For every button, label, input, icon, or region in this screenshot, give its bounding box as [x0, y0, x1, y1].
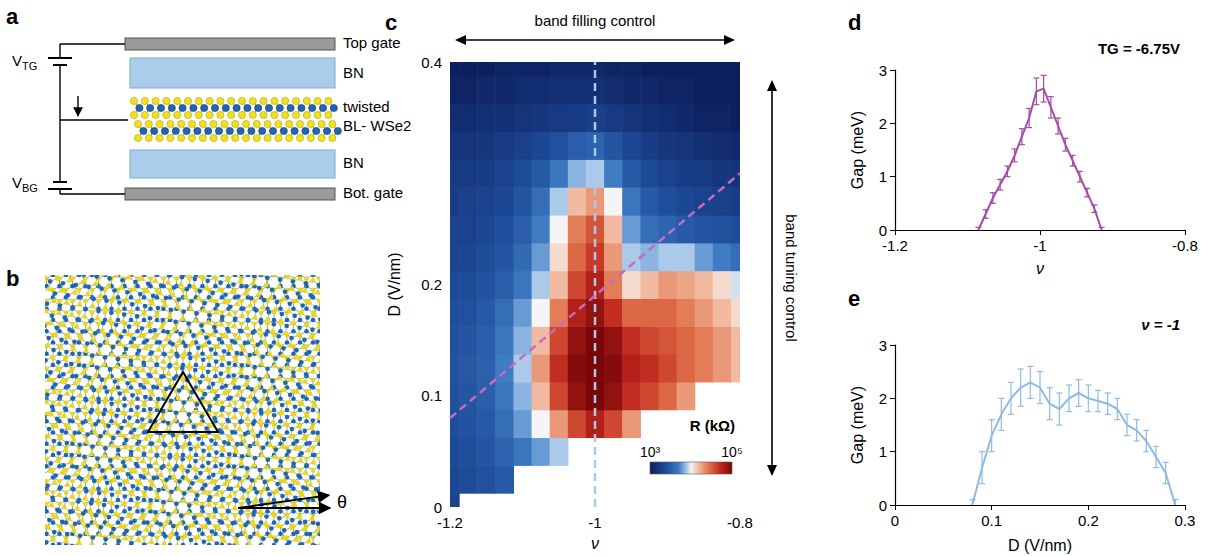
svg-text:BL- WSe2: BL- WSe2 [343, 117, 411, 134]
svg-text:0.3: 0.3 [1175, 512, 1196, 529]
svg-text:0.2: 0.2 [421, 276, 442, 293]
svg-text:-1.2: -1.2 [437, 514, 463, 531]
svg-text:-1: -1 [1033, 237, 1046, 254]
svg-text:0: 0 [879, 497, 887, 514]
svg-text:band tuning control: band tuning control [783, 214, 800, 342]
svg-text:ν: ν [1036, 260, 1044, 277]
svg-text:VBG: VBG [12, 174, 38, 194]
svg-text:d: d [848, 10, 861, 35]
svg-text:-0.8: -0.8 [1172, 237, 1198, 254]
svg-text:ν: ν [591, 535, 599, 552]
svg-text:R (kΩ): R (kΩ) [690, 417, 735, 434]
svg-text:θ: θ [337, 492, 347, 512]
svg-text:D (V/nm): D (V/nm) [1008, 537, 1072, 554]
svg-text:e: e [848, 286, 860, 311]
svg-text:3: 3 [879, 62, 887, 79]
svg-text:band filling control: band filling control [535, 12, 656, 29]
svg-text:10⁵: 10⁵ [721, 444, 742, 460]
svg-text:3: 3 [879, 337, 887, 354]
svg-text:0: 0 [434, 499, 442, 516]
svg-text:D (V/nm): D (V/nm) [386, 253, 403, 317]
svg-text:-1: -1 [588, 514, 601, 531]
svg-text:10³: 10³ [640, 444, 661, 460]
svg-text:Bot. gate: Bot. gate [343, 184, 403, 201]
svg-text:0: 0 [879, 222, 887, 239]
svg-text:a: a [6, 4, 19, 29]
svg-text:0.2: 0.2 [1078, 512, 1099, 529]
svg-text:1: 1 [879, 168, 887, 185]
svg-text:2: 2 [879, 390, 887, 407]
svg-text:VTG: VTG [12, 52, 37, 72]
svg-text:twisted: twisted [343, 98, 390, 115]
svg-text:0.1: 0.1 [421, 387, 442, 404]
svg-text:ν = -1: ν = -1 [1141, 316, 1180, 333]
svg-text:2: 2 [879, 115, 887, 132]
svg-text:Gap (meV): Gap (meV) [849, 386, 866, 464]
svg-text:1: 1 [879, 443, 887, 460]
svg-text:0.1: 0.1 [981, 512, 1002, 529]
svg-text:TG = -6.75V: TG = -6.75V [1098, 40, 1180, 57]
svg-text:c: c [385, 10, 397, 35]
svg-text:b: b [6, 266, 19, 291]
svg-text:Gap (meV): Gap (meV) [849, 111, 866, 189]
svg-text:Top gate: Top gate [343, 34, 401, 51]
svg-text:BN: BN [343, 64, 364, 81]
svg-text:0.4: 0.4 [421, 54, 442, 71]
svg-text:0: 0 [891, 512, 899, 529]
svg-text:BN: BN [343, 154, 364, 171]
svg-text:-1.2: -1.2 [882, 237, 908, 254]
svg-text:-0.8: -0.8 [727, 514, 753, 531]
